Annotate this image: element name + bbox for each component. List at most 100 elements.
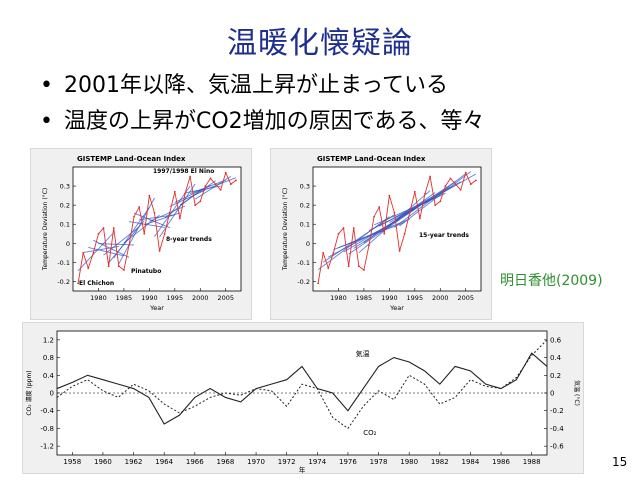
data-point [429,175,431,178]
data-point [424,192,426,195]
data-point [204,185,207,187]
trend-line [194,176,232,200]
data-point [92,251,95,254]
y-tick-label: -0.1 [297,259,310,267]
trend-line [159,183,196,238]
bullet-item: • 温度の上昇がCO2増加の原因である、等々 [40,104,620,140]
x-tick-label: 1974 [308,458,326,466]
x-tick-label: 1988 [523,458,541,466]
x-tick-label: 1960 [94,458,112,466]
data-point [143,232,146,235]
bullet-text: 温度の上昇がCO2増加の原因である、等々 [64,109,485,134]
x-tick-label: 1980 [400,458,418,466]
y-tick-label: -0.2 [297,278,310,286]
temperature-series-line [77,171,237,284]
data-point [454,183,457,186]
data-point [342,227,345,229]
x-tick-label: 1986 [492,458,510,466]
y-tick-label-left: 0 [50,390,54,398]
y-axis-label: Temperature Deviation (°C) [42,188,49,271]
data-point [363,269,365,271]
data-point [82,251,85,254]
trend-line [348,205,421,255]
data-point [357,265,360,268]
x-tick-label: 1984 [462,458,480,466]
data-point [97,232,100,235]
co2-series-line [56,339,548,430]
annotation-el-chichon: El Chichon [79,280,114,287]
data-point [352,227,355,229]
x-tick-label: 1964 [155,458,173,466]
x-tick-label: 1982 [431,458,449,466]
y-tick-label: 0.3 [60,183,70,191]
y-tick-label: 0.3 [300,183,310,191]
y-tick-label-right: 0.2 [550,372,561,380]
data-point [173,190,176,193]
x-tick-label: 1976 [339,458,357,466]
data-point [383,232,386,235]
series-label-co2: CO₂ [363,429,376,437]
y-axis-label: Temperature Deviation (°C) [282,188,289,271]
data-point [133,215,135,218]
y-tick-label: 0.1 [300,221,310,229]
data-point [229,183,232,186]
y-tick-label-right: -0.4 [550,425,564,433]
data-point [413,190,416,193]
x-tick-label: 1980 [90,294,107,302]
y-tick-label: 0 [66,240,70,248]
data-point [153,211,156,214]
x-tick-label: 1985 [356,294,373,302]
y-tick-label-right: 0.4 [550,354,562,362]
x-tick-label: 2000 [432,294,449,302]
data-point [444,185,447,187]
x-tick-label: 1990 [141,294,158,302]
data-point [398,250,401,252]
data-point [179,217,181,220]
annotation-el-nino: 1997/1998 El Nino [153,168,214,175]
trend-line [399,171,472,227]
x-axis-label: Year [149,304,164,312]
bullet-item: • 2001年以降、気温上昇が止まっている [40,68,620,104]
x-tick-label: 1962 [125,458,143,466]
data-point [322,251,325,254]
data-point [194,204,197,207]
data-point [224,171,227,174]
x-axis-label: 年 [299,465,306,473]
data-point [214,183,217,186]
data-point [434,204,437,207]
data-point [77,282,79,285]
y-tick-label-left: -1.2 [40,443,54,451]
data-point [373,215,375,218]
x-tick-label: 2000 [192,294,209,302]
data-point [469,183,472,186]
y-tick-label-left: -0.8 [40,425,54,433]
trend-line [128,221,165,228]
data-point [168,211,171,214]
bullet-text: 2001年以降、気温上昇が止まっている [64,73,449,98]
annotation-trends: 15-year trends [419,232,469,239]
y-tick-label-left: 0.8 [43,354,54,362]
data-point [158,250,161,252]
x-tick-label: 1970 [247,458,265,466]
data-point [317,282,319,285]
x-tick-label: 1968 [217,458,235,466]
x-axis-label: Year [389,304,404,312]
trend-line [77,232,115,272]
data-point [117,265,120,268]
data-point [209,177,212,180]
trend-line [378,186,451,227]
data-point [368,244,370,247]
data-point [332,251,335,254]
data-point [87,267,90,270]
trend-line [179,180,216,206]
data-point [107,265,110,268]
trend-line [169,189,206,207]
page-number: 15 [612,455,628,469]
data-point [219,188,222,191]
citation: 明日香他(2009) [500,273,603,289]
temperature-series-line [317,171,477,284]
trend-line [189,179,226,194]
data-point [347,265,350,268]
data-point [408,211,411,214]
x-tick-label: 1972 [278,458,296,466]
